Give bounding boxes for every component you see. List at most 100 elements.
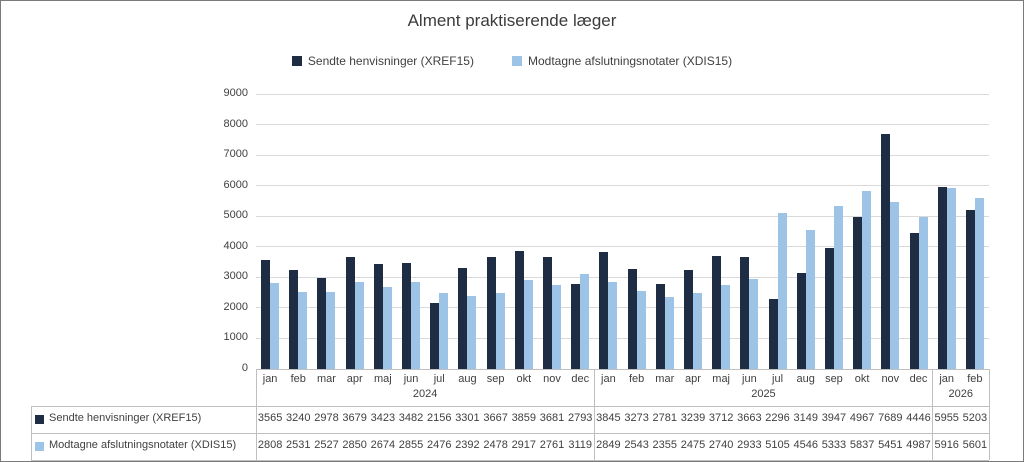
bar-modtagne-afslutningsnotater [890,202,900,369]
table-row-label: Sendte henvisninger (XREF15) [49,411,202,424]
bar-sendte-henvisninger [824,248,834,369]
table-cell: 5601 [962,438,988,451]
x-tick-label: maj [712,373,731,385]
bar-modtagne-afslutningsnotater [636,291,646,369]
bar-sendte-henvisninger [627,268,637,369]
y-axis-tick-label: 5000 [223,209,248,222]
x-tick-label: jul [433,373,445,385]
table-cell: 2808 [257,438,283,451]
bar-modtagne-afslutningsnotater [749,279,759,369]
table-cell: 3149 [793,411,818,424]
bar-modtagne-afslutningsnotater [833,206,843,369]
bar-modtagne-afslutningsnotater [777,213,787,369]
table-cell: 2392 [455,438,480,451]
bar-sendte-henvisninger [853,217,863,369]
table-cell: 2917 [511,438,537,451]
gridline [256,307,989,309]
table-border [31,459,989,461]
year-label: 2025 [751,388,776,400]
bar-modtagne-afslutningsnotater [946,188,956,369]
table-cell: 2476 [426,438,452,451]
bar-sendte-henvisninger [937,187,947,369]
table-cell: 3273 [624,411,649,424]
table-cell: 2527 [314,438,339,451]
bar-sendte-henvisninger [683,270,693,369]
table-cell: 4967 [849,411,875,424]
table-cell: 2855 [398,438,424,451]
y-axis-tick-label: 6000 [223,178,248,191]
table-row-label: Modtagne afslutningsnotater (XDIS15) [49,438,237,451]
bar-sendte-henvisninger [402,262,412,369]
bar-sendte-henvisninger [712,255,722,369]
legend-item-sendte: Sendte henvisninger (XREF15) [291,54,474,68]
table-border [932,406,934,460]
y-axis-tick-label: 9000 [223,87,248,99]
x-tick-label: sep [486,373,505,385]
table-cell: 5105 [765,438,790,451]
bar-modtagne-afslutningsnotater [974,197,984,369]
bar-sendte-henvisninger [881,134,891,369]
gridline [256,368,989,370]
bar-modtagne-afslutningsnotater [495,293,505,369]
bar-sendte-henvisninger [571,283,581,369]
bar-sendte-henvisninger [543,256,553,369]
x-tick-label: nov [881,373,900,385]
x-tick-label: aug [796,373,815,385]
y-axis-tick-label: 4000 [223,239,248,252]
bar-modtagne-afslutningsnotater [354,281,364,369]
table-cell: 2978 [314,411,339,424]
table-cell: 3667 [483,411,508,424]
bar-modtagne-afslutningsnotater [270,283,280,369]
table-cell: 3301 [455,411,480,424]
gridline [256,185,989,187]
x-tick-label: dec [571,373,590,385]
table-cell: 2850 [342,438,367,451]
bar-modtagne-afslutningsnotater [382,287,392,369]
x-tick-label: feb [290,373,306,385]
year-separator [932,369,934,406]
table-cell: 3663 [737,411,762,424]
x-tick-label: jun [403,373,419,385]
legend-item-modtagne: Modtagne afslutningsnotater (XDIS15) [511,54,732,68]
bar-sendte-henvisninger [458,268,468,369]
bar-modtagne-afslutningsnotater [580,273,590,369]
bar-sendte-henvisninger [965,210,975,369]
table-cell: 3565 [257,411,283,424]
bar-sendte-henvisninger [740,257,750,369]
bar-sendte-henvisninger [289,270,299,369]
table-cell: 2933 [737,438,762,451]
chart-legend: Sendte henvisninger (XREF15) Modtagne af… [1,54,1023,68]
bar-modtagne-afslutningsnotater [664,297,674,369]
bar-modtagne-afslutningsnotater [608,281,618,369]
x-tick-label: nov [543,373,561,385]
bar-sendte-henvisninger [345,256,355,369]
bar-modtagne-afslutningsnotater [862,190,872,369]
table-border [31,432,989,434]
table-cell: 5837 [849,438,875,451]
year-label: 2024 [412,388,438,400]
bar-modtagne-afslutningsnotater [439,293,449,369]
x-tick-label: okt [516,373,532,385]
x-tick-label: apr [346,373,363,385]
bar-modtagne-afslutningsnotater [326,291,336,369]
table-cell: 2296 [765,411,790,424]
table-cell: 3947 [821,411,847,424]
x-tick-label: feb [967,373,983,385]
table-border [31,405,989,407]
bar-modtagne-afslutningsnotater [467,295,477,369]
table-cell: 3482 [398,411,424,424]
x-tick-label: jun [742,373,757,385]
x-tick-label: maj [373,373,392,385]
table-border [988,406,990,460]
bar-sendte-henvisninger [514,251,524,369]
y-axis-tick-label: 8000 [223,117,248,130]
y-axis-tick-label: 3000 [223,270,248,283]
table-cell: 3681 [539,411,565,424]
gridline [256,154,989,156]
bar-modtagne-afslutningsnotater [918,216,928,369]
bar-sendte-henvisninger [599,251,609,369]
x-tick-label: jul [772,373,784,385]
y-axis-tick-label: 1000 [223,331,248,344]
year-separator [593,369,595,406]
